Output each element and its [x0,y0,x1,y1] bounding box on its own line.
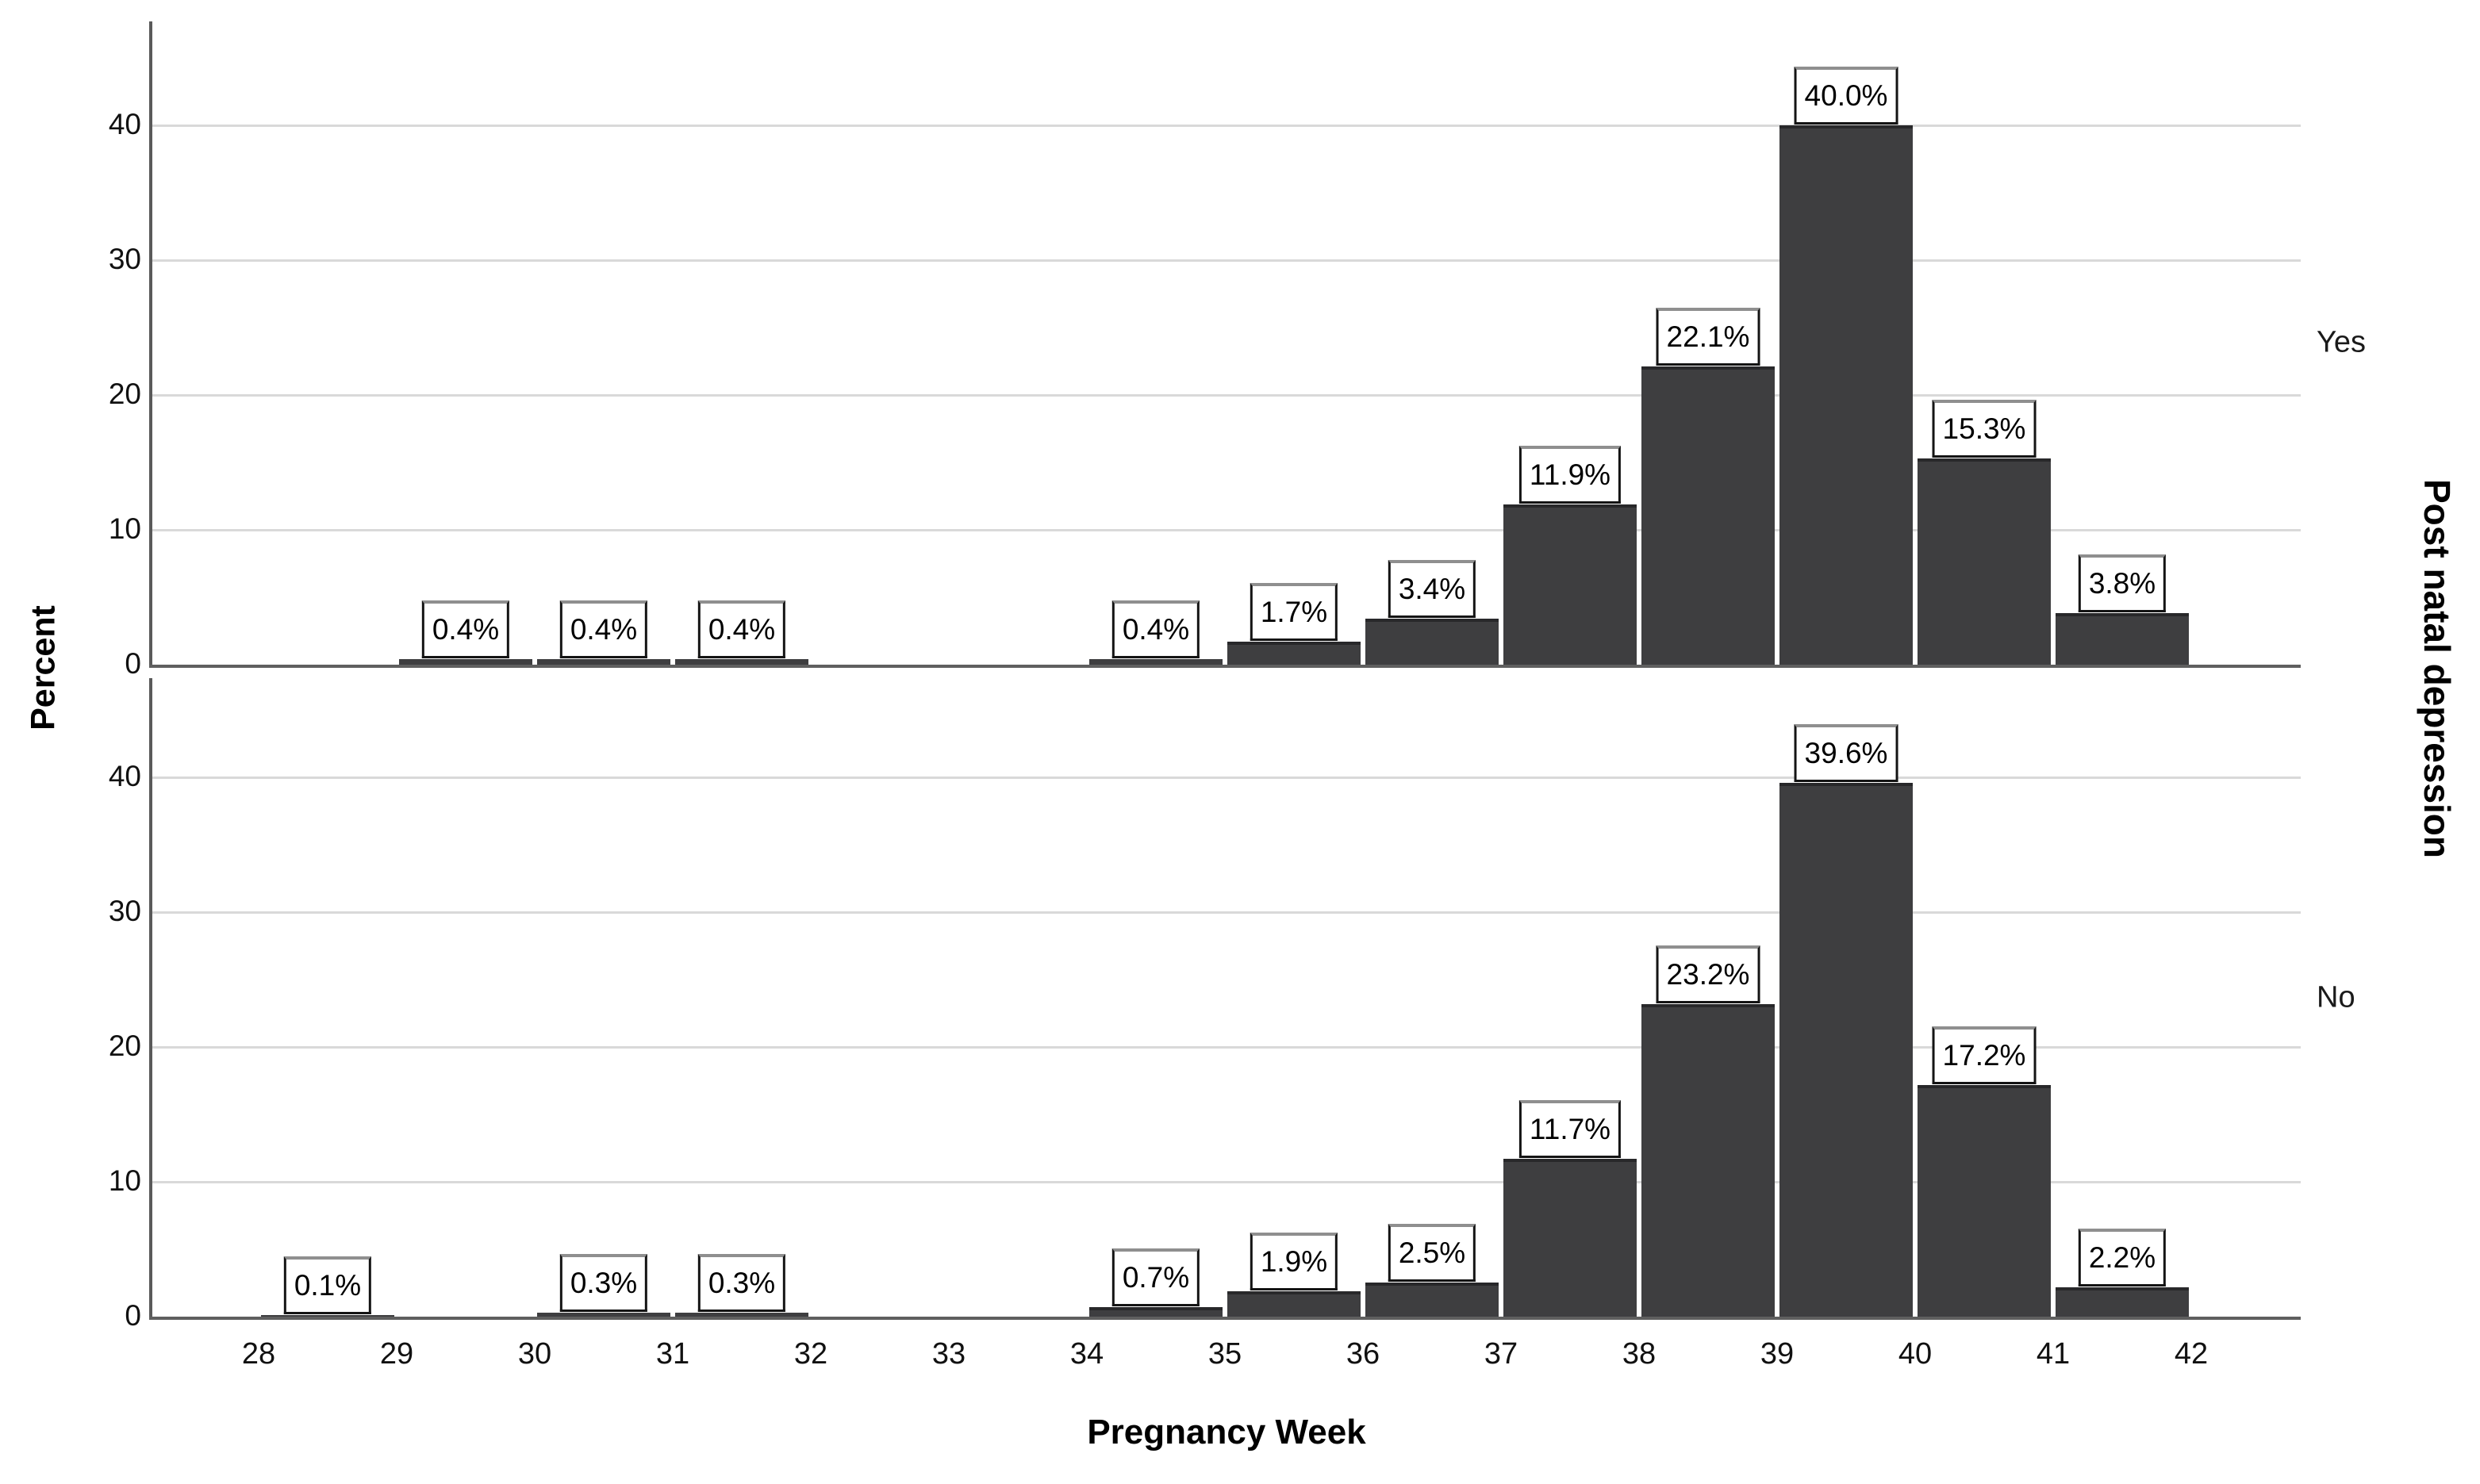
bar-value-label: 39.6% [1794,724,1898,782]
bar-value-label: 11.9% [1518,446,1622,504]
bar-value-label: 23.2% [1656,945,1760,1003]
bar-yes-week-31 [675,659,808,665]
gridline-yes-30 [152,259,2301,262]
x-tick-label: 35 [1207,1337,1242,1371]
bar-no-week-38 [1641,1004,1775,1317]
y-tick-label: 0 [125,647,141,680]
y-axis-line [149,678,152,1318]
x-tick-label: 31 [655,1337,690,1371]
gridline-yes-10 [152,529,2301,531]
x-tick-label: 32 [793,1337,828,1371]
bar-value-label: 3.4% [1388,560,1476,618]
bar-value-label: 0.4% [559,600,648,658]
x-tick-label: 30 [517,1337,552,1371]
bar-value-label: 0.7% [1111,1248,1200,1306]
y-tick-label: 0 [125,1299,141,1332]
y-tick-label: 10 [108,512,141,545]
bar-value-label: 0.4% [1111,600,1200,658]
bar-no-week-40 [1918,1085,2051,1317]
x-tick-label: 37 [1484,1337,1518,1371]
x-tick-label: 39 [1760,1337,1795,1371]
y-tick-label: 40 [108,760,141,792]
bar-no-week-41 [2056,1287,2189,1317]
bar-no-week-36 [1365,1283,1499,1317]
bar-value-label: 15.3% [1932,400,2037,458]
bar-no-week-31 [675,1313,808,1317]
x-tick-label: 40 [1898,1337,1933,1371]
x-tick-label: 28 [241,1337,276,1371]
x-tick-label: 42 [2174,1337,2209,1371]
bar-yes-week-29 [399,659,532,665]
bar-yes-week-41 [2056,613,2189,665]
bar-value-label: 0.1% [283,1256,372,1314]
x-tick-label: 36 [1346,1337,1380,1371]
bar-no-week-28 [261,1315,394,1317]
bar-value-label: 22.1% [1656,308,1760,366]
bar-no-week-34 [1089,1307,1223,1317]
gridline-no-20 [152,1046,2301,1049]
x-axis-title: Pregnancy Week [1087,1413,1366,1451]
gridline-no-40 [152,777,2301,779]
y-tick-label: 30 [108,895,141,927]
bar-no-week-39 [1779,783,1913,1317]
bar-yes-week-37 [1503,504,1637,665]
y-tick-label: 30 [108,243,141,275]
bar-value-label: 1.7% [1250,583,1338,641]
gridline-no-10 [152,1181,2301,1183]
bar-yes-week-40 [1918,458,2051,665]
y-tick-label: 10 [108,1164,141,1197]
bar-no-week-30 [537,1313,670,1317]
bar-value-label: 17.2% [1932,1026,2037,1084]
gridline-yes-40 [152,125,2301,127]
bar-value-label: 40.0% [1794,67,1898,125]
bar-value-label: 0.4% [697,600,786,658]
gridline-no-30 [152,911,2301,914]
x-tick-label: 41 [2036,1337,2071,1371]
x-baseline [149,1317,2301,1320]
bar-yes-week-34 [1089,659,1223,665]
bar-value-label: 0.3% [559,1254,648,1312]
bar-value-label: 11.7% [1518,1100,1622,1158]
bar-value-label: 0.4% [421,600,510,658]
bar-value-label: 1.9% [1250,1233,1338,1290]
bar-no-week-35 [1227,1291,1361,1317]
bar-yes-week-39 [1779,125,1913,665]
x-tick-label: 34 [1069,1337,1104,1371]
x-baseline [149,665,2301,668]
bar-value-label: 2.2% [2078,1229,2167,1287]
bar-no-week-37 [1503,1159,1637,1317]
y-tick-label: 20 [108,1030,141,1062]
gridline-yes-20 [152,394,2301,397]
y-axis-line [149,21,152,666]
bar-value-label: 3.8% [2078,554,2167,612]
bar-yes-week-36 [1365,619,1499,665]
panel-label-yes: Yes [2317,325,2366,359]
bar-yes-week-35 [1227,642,1361,665]
x-tick-label: 29 [379,1337,414,1371]
bar-yes-week-38 [1641,366,1775,665]
bar-yes-week-30 [537,659,670,665]
y-tick-label: 20 [108,378,141,410]
bar-value-label: 2.5% [1388,1224,1476,1282]
x-tick-label: 33 [931,1337,966,1371]
facet-axis-title: Post natal depression [2417,478,2458,859]
x-tick-label: 38 [1622,1337,1657,1371]
panel-label-no: No [2317,980,2355,1014]
bar-value-label: 0.3% [697,1254,786,1312]
y-tick-label: 40 [108,108,141,140]
